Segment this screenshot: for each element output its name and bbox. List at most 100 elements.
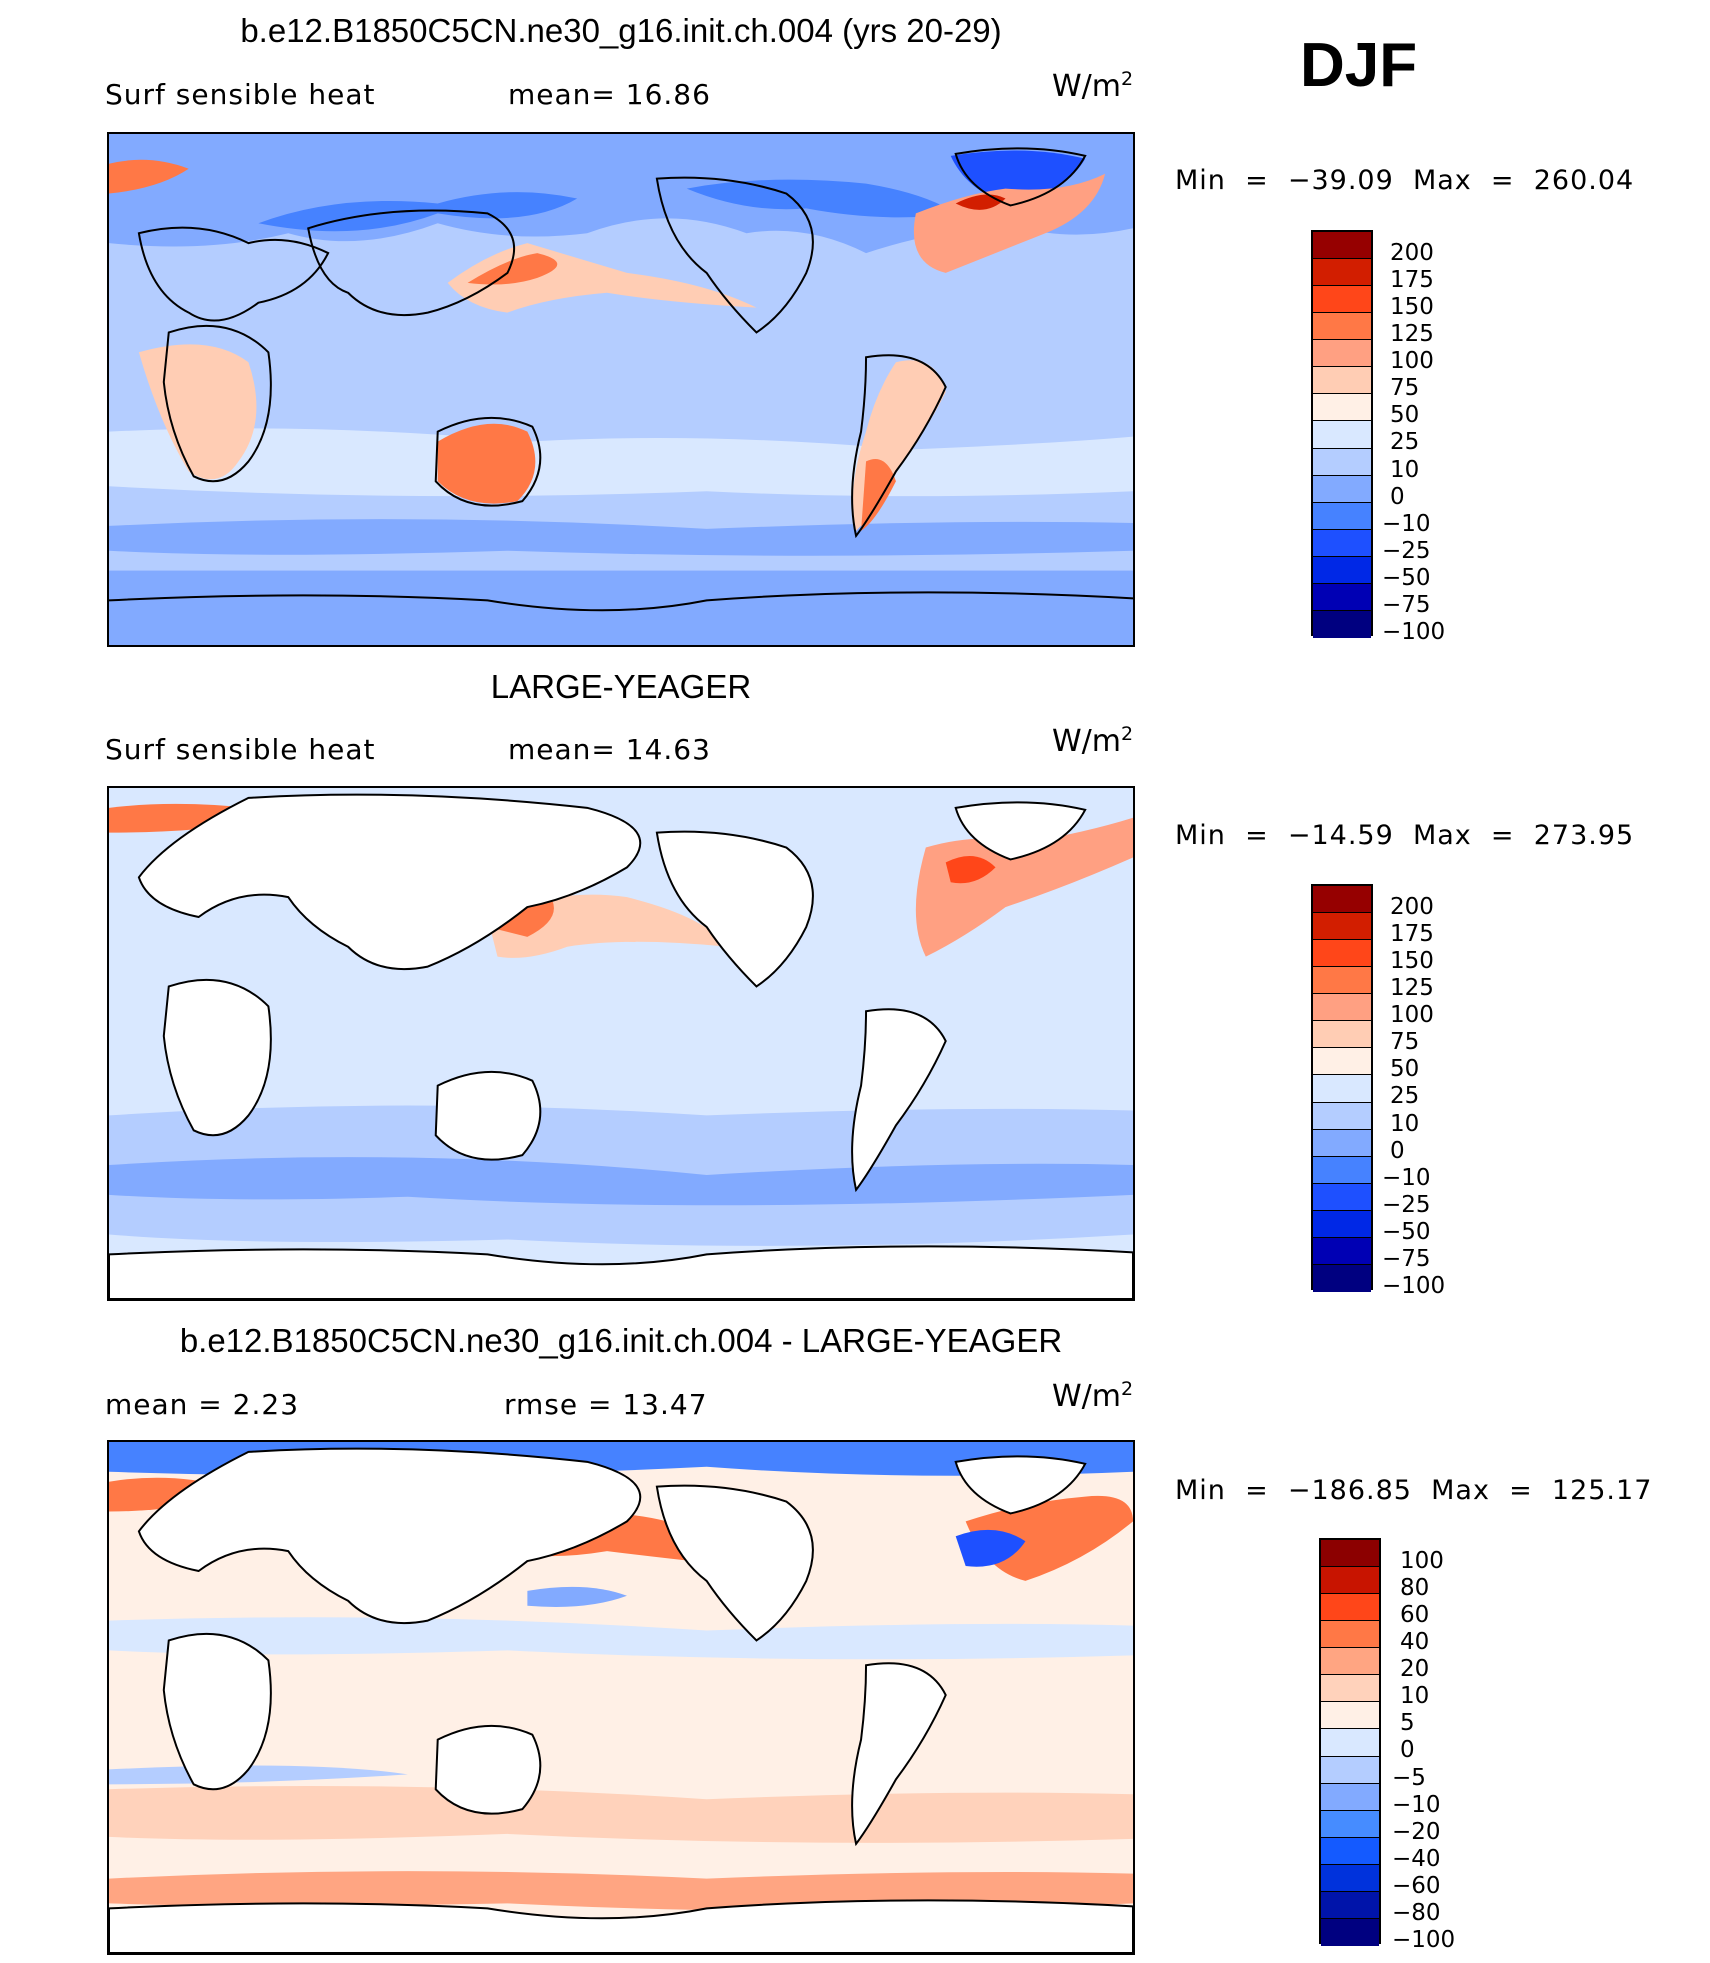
panel-1-title: b.e12.B1850C5CN.ne30_g16.init.ch.004 (yr… — [240, 12, 1002, 49]
colorbar-tick-label: −50 — [1382, 564, 1431, 591]
colorbar-swatch — [1321, 1729, 1379, 1757]
colorbar-swatch — [1313, 1048, 1371, 1076]
colorbar-swatch — [1321, 1621, 1379, 1649]
colorbar-swatch — [1313, 340, 1371, 368]
panel-3-title: b.e12.B1850C5CN.ne30_g16.init.ch.004 - L… — [179, 1322, 1063, 1359]
colorbar-tick-label: 60 — [1400, 1602, 1430, 1629]
colorbar-tick-label: 25 — [1390, 429, 1420, 456]
panel-1-map — [107, 132, 1135, 647]
colorbar-tick-label: −75 — [1382, 1245, 1431, 1272]
colorbar-tick-label: −100 — [1382, 618, 1446, 645]
panel-3-mean-label: mean = 2.23 — [105, 1388, 300, 1421]
colorbar-tick-label: 10 — [1390, 1110, 1420, 1137]
panel-1-mean-label: mean= 16.86 — [508, 78, 711, 111]
colorbar-swatch — [1321, 1594, 1379, 1622]
panel-3-units: W/m2 — [1052, 1378, 1134, 1414]
colorbar-tick-label: 75 — [1390, 1029, 1420, 1056]
colorbar-swatch — [1321, 1891, 1379, 1919]
panel-3-map — [107, 1440, 1135, 1955]
colorbar-swatch — [1313, 610, 1371, 638]
colorbar-tick-label: 50 — [1390, 402, 1420, 429]
colorbar-swatch — [1313, 367, 1371, 395]
panel-1-variable-label: Surf sensible heat — [105, 78, 376, 111]
colorbar-swatch — [1313, 529, 1371, 557]
colorbar-swatch — [1313, 1102, 1371, 1130]
colorbar-tick-label: −10 — [1392, 1791, 1441, 1818]
panel-3-rmse-label: rmse = 13.47 — [504, 1388, 708, 1421]
colorbar-swatch — [1313, 394, 1371, 422]
colorbar-swatch — [1313, 1183, 1371, 1211]
panel-2-variable-label: Surf sensible heat — [105, 733, 376, 766]
colorbar-swatch — [1313, 448, 1371, 476]
colorbar-swatch — [1313, 313, 1371, 341]
colorbar-swatch — [1321, 1702, 1379, 1730]
colorbar-tick-label: −75 — [1382, 591, 1431, 618]
panel-1-minmax: Min = −39.09 Max = 260.04 — [1175, 165, 1635, 196]
panel-2-units: W/m2 — [1052, 723, 1134, 759]
panel-1-units: W/m2 — [1052, 68, 1134, 104]
colorbar-swatch — [1313, 1210, 1371, 1238]
colorbar-swatch — [1313, 475, 1371, 503]
colorbar-swatch — [1313, 1021, 1371, 1049]
colorbar-tick-label: 100 — [1390, 1002, 1434, 1029]
colorbar-swatch — [1321, 1675, 1379, 1703]
colorbar-swatch — [1321, 1783, 1379, 1811]
colorbar-tick-label: −60 — [1392, 1872, 1441, 1899]
colorbar-tick-label: 75 — [1390, 375, 1420, 402]
colorbar-tick-label: 50 — [1390, 1056, 1420, 1083]
panel-2-mean-label: mean= 14.63 — [508, 733, 711, 766]
colorbar-swatch — [1313, 1264, 1371, 1292]
colorbar-tick-label: 5 — [1400, 1710, 1415, 1737]
colorbar-swatch — [1313, 421, 1371, 449]
colorbar-tick-label: 20 — [1400, 1656, 1430, 1683]
colorbar-tick-label: −50 — [1382, 1218, 1431, 1245]
colorbar-swatch — [1313, 967, 1371, 995]
season-label: DJF — [1300, 31, 1418, 100]
colorbar-swatch — [1313, 913, 1371, 941]
colorbar-tick-label: 125 — [1390, 975, 1434, 1002]
panel-3-minmax: Min = −186.85 Max = 125.17 — [1175, 1475, 1653, 1506]
colorbar-tick-label: 0 — [1390, 1137, 1405, 1164]
panel-1-colorbar — [1311, 230, 1373, 638]
colorbar-tick-label: −100 — [1392, 1926, 1456, 1953]
colorbar-swatch — [1313, 994, 1371, 1022]
colorbar-swatch — [1321, 1756, 1379, 1784]
panel-2-minmax: Min = −14.59 Max = 273.95 — [1175, 820, 1635, 851]
colorbar-swatch — [1313, 886, 1371, 914]
colorbar-tick-label: −80 — [1392, 1899, 1441, 1926]
colorbar-tick-label: 175 — [1390, 921, 1434, 948]
colorbar-tick-label: −20 — [1392, 1818, 1441, 1845]
colorbar-swatch — [1321, 1918, 1379, 1946]
colorbar-swatch — [1321, 1810, 1379, 1838]
colorbar-swatch — [1313, 1129, 1371, 1157]
colorbar-tick-label: −10 — [1382, 510, 1431, 537]
colorbar-swatch — [1313, 232, 1371, 260]
colorbar-tick-label: −5 — [1392, 1764, 1426, 1791]
colorbar-tick-label: 0 — [1390, 483, 1405, 510]
colorbar-tick-label: −40 — [1392, 1845, 1441, 1872]
colorbar-tick-label: −10 — [1382, 1164, 1431, 1191]
colorbar-tick-label: 150 — [1390, 294, 1434, 321]
colorbar-swatch — [1313, 583, 1371, 611]
colorbar-swatch — [1313, 502, 1371, 530]
colorbar-tick-label: 0 — [1400, 1737, 1415, 1764]
colorbar-tick-label: −25 — [1382, 537, 1431, 564]
colorbar-tick-label: 200 — [1390, 240, 1434, 266]
panel-3-colorbar — [1319, 1538, 1381, 1946]
colorbar-tick-label: 125 — [1390, 321, 1434, 348]
colorbar-swatch — [1313, 556, 1371, 584]
colorbar-swatch — [1313, 1075, 1371, 1103]
colorbar-swatch — [1321, 1567, 1379, 1595]
colorbar-tick-label: 100 — [1400, 1548, 1444, 1574]
colorbar-tick-label: 175 — [1390, 267, 1434, 294]
colorbar-swatch — [1313, 1237, 1371, 1265]
colorbar-tick-label: 80 — [1400, 1575, 1430, 1602]
colorbar-tick-label: 100 — [1390, 348, 1434, 375]
colorbar-tick-label: −100 — [1382, 1272, 1446, 1299]
colorbar-swatch — [1321, 1540, 1379, 1568]
colorbar-swatch — [1313, 286, 1371, 314]
colorbar-swatch — [1321, 1864, 1379, 1892]
panel-2-colorbar — [1311, 884, 1373, 1292]
colorbar-swatch — [1321, 1648, 1379, 1676]
colorbar-swatch — [1313, 940, 1371, 968]
